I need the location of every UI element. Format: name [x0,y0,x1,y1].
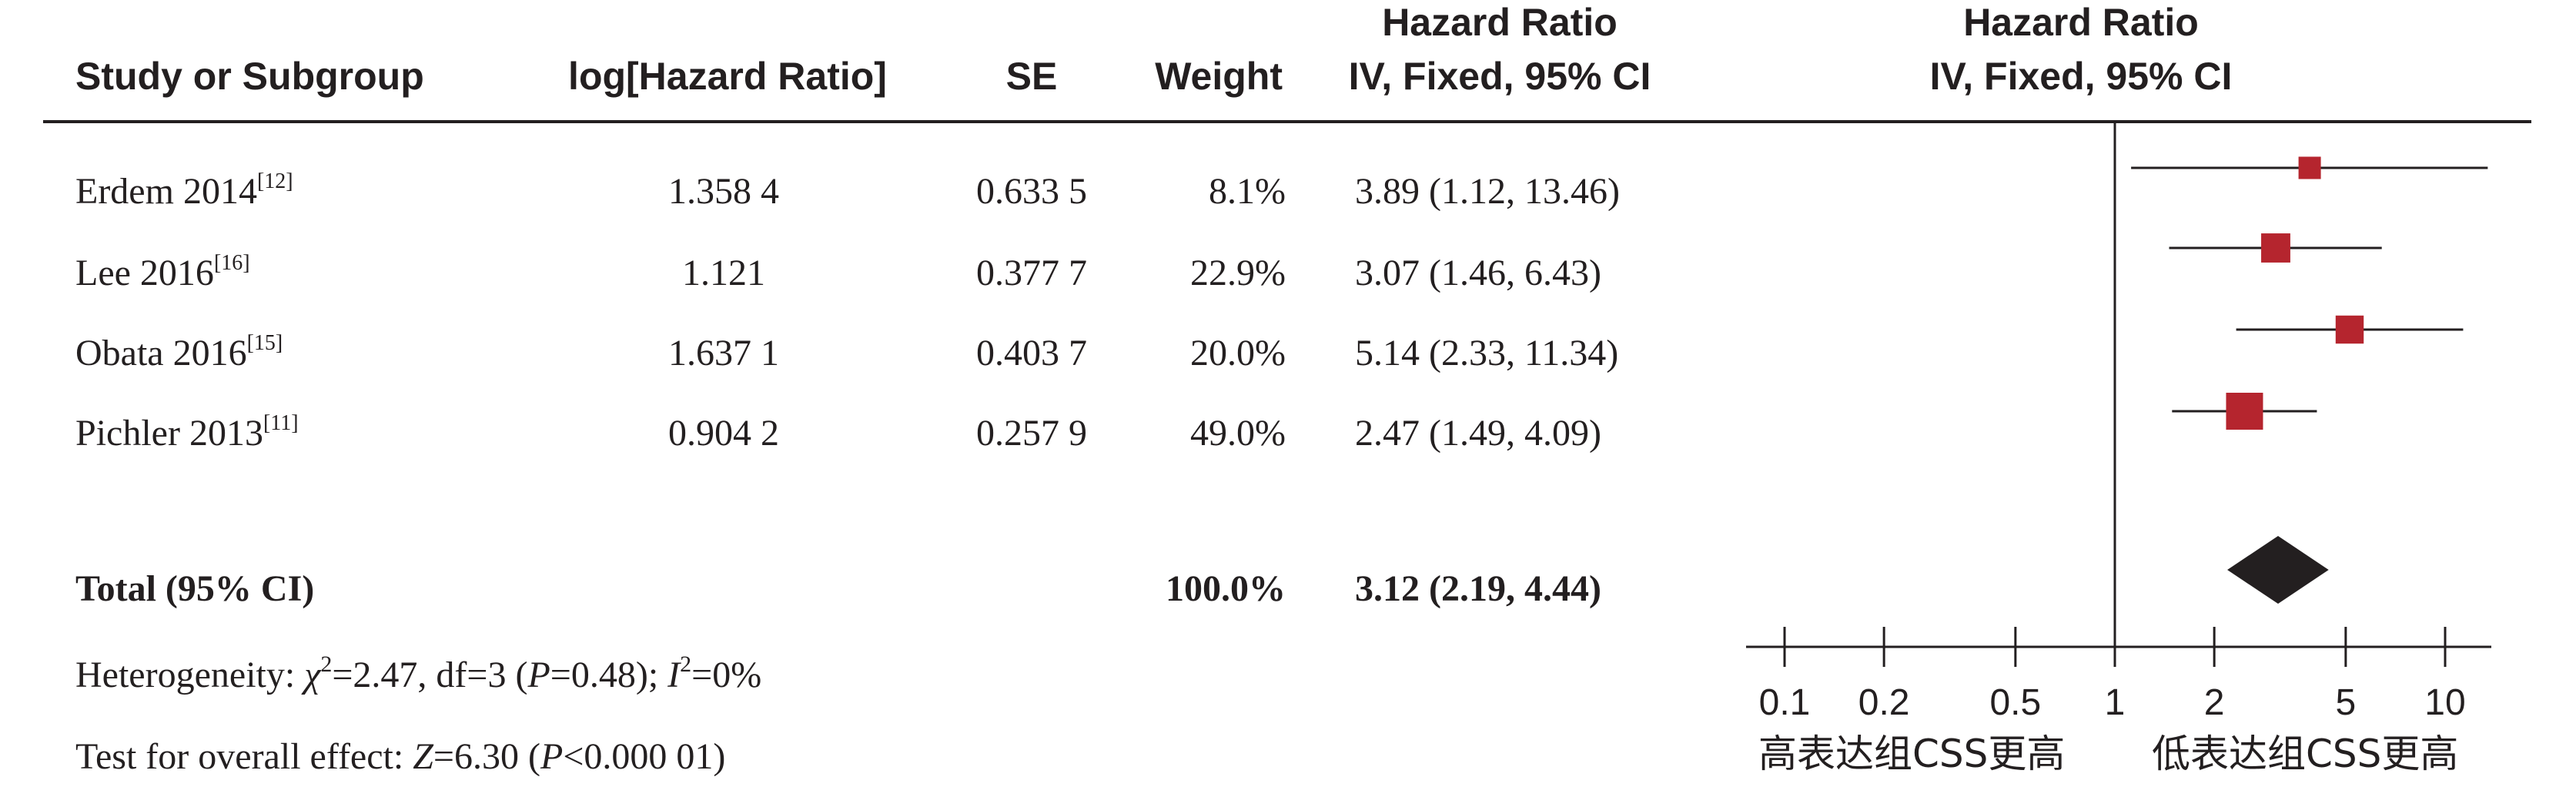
x-tick-label: 2 [2204,682,2225,723]
x-tick-label: 0.2 [1858,682,1910,723]
study-weight: 49.0% [1190,413,1286,454]
header-hr-line1: Hazard Ratio [1382,1,1618,44]
study-se: 0.403 7 [976,333,1087,373]
table-row: Obata 2016[15] 1.637 1 0.403 7 20.0% 5.1… [75,331,1618,373]
study-weight: 8.1% [1209,171,1286,212]
header-hr-line2: IV, Fixed, 95% CI [1349,55,1651,98]
header-weight: Weight [1155,55,1283,98]
x-tick-label: 5 [2336,682,2357,723]
study-marker [2335,315,2364,344]
study-marker [2226,393,2263,430]
study-log-hr: 0.904 2 [668,413,779,454]
header-log-hr: log[Hazard Ratio] [568,55,887,98]
x-tick-label: 0.1 [1759,682,1811,723]
study-hr-ci: 3.07 (1.46, 6.43) [1355,253,1601,293]
table-row: Lee 2016[16] 1.121 0.377 7 22.9% 3.07 (1… [75,251,1601,293]
header-se: SE [1006,55,1058,98]
study-log-hr: 1.121 [682,253,765,293]
x-caption-left: 高表达组CSS更高 [1758,732,2065,776]
study-weight: 22.9% [1190,253,1286,293]
study-log-hr: 1.637 1 [668,333,779,373]
study-name: Erdem 2014[12] [75,169,293,212]
header-study: Study or Subgroup [75,55,424,98]
total-label: Total (95% CI) [75,568,314,609]
study-hr-ci: 3.89 (1.12, 13.46) [1355,171,1620,212]
study-rows: Erdem 2014[12] 1.358 4 0.633 5 8.1% 3.89… [75,169,1620,454]
study-marker [2298,156,2321,179]
study-name: Obata 2016[15] [75,331,283,373]
heterogeneity-stats: Heterogeneity: χ2=2.47, df=3 (P=0.48); I… [75,651,761,695]
study-se: 0.633 5 [976,171,1087,212]
study-log-hr: 1.358 4 [668,171,779,212]
plot-header-line1: Hazard Ratio [1963,1,2199,44]
plot-header-line2: IV, Fixed, 95% CI [1930,55,2233,98]
study-name: Lee 2016[16] [75,251,250,293]
x-tick-label: 0.5 [1989,682,2041,723]
table-header: Study or Subgroup log[Hazard Ratio] SE W… [75,1,2232,98]
total-weight: 100.0% [1166,568,1286,609]
table-row: Pichler 2013[11] 0.904 2 0.257 9 49.0% 2… [75,411,1601,454]
total-row: Total (95% CI) 100.0% 3.12 (2.19, 4.44) [75,568,1601,609]
table-row: Erdem 2014[12] 1.358 4 0.633 5 8.1% 3.89… [75,169,1620,212]
study-name: Pichler 2013[11] [75,411,299,454]
overall-effect-test: Test for overall effect: Z=6.30 (P<0.000… [75,736,725,777]
study-se: 0.257 9 [976,413,1087,454]
study-marker [2261,233,2290,263]
study-hr-ci: 5.14 (2.33, 11.34) [1355,333,1618,373]
total-hr-ci: 3.12 (2.19, 4.44) [1355,568,1601,609]
x-tick-label: 10 [2424,682,2465,723]
x-caption-right: 低表达组CSS更高 [2152,732,2458,776]
study-hr-ci: 2.47 (1.49, 4.09) [1355,413,1601,454]
study-weight: 20.0% [1190,333,1286,373]
total-diamond [2227,536,2329,604]
study-se: 0.377 7 [976,253,1087,293]
x-tick-label: 1 [2105,682,2126,723]
forest-plot: 0.1 0.2 0.5 1 2 5 10 高表达组CSS更高 低表达组CSS更高 [1746,122,2491,776]
